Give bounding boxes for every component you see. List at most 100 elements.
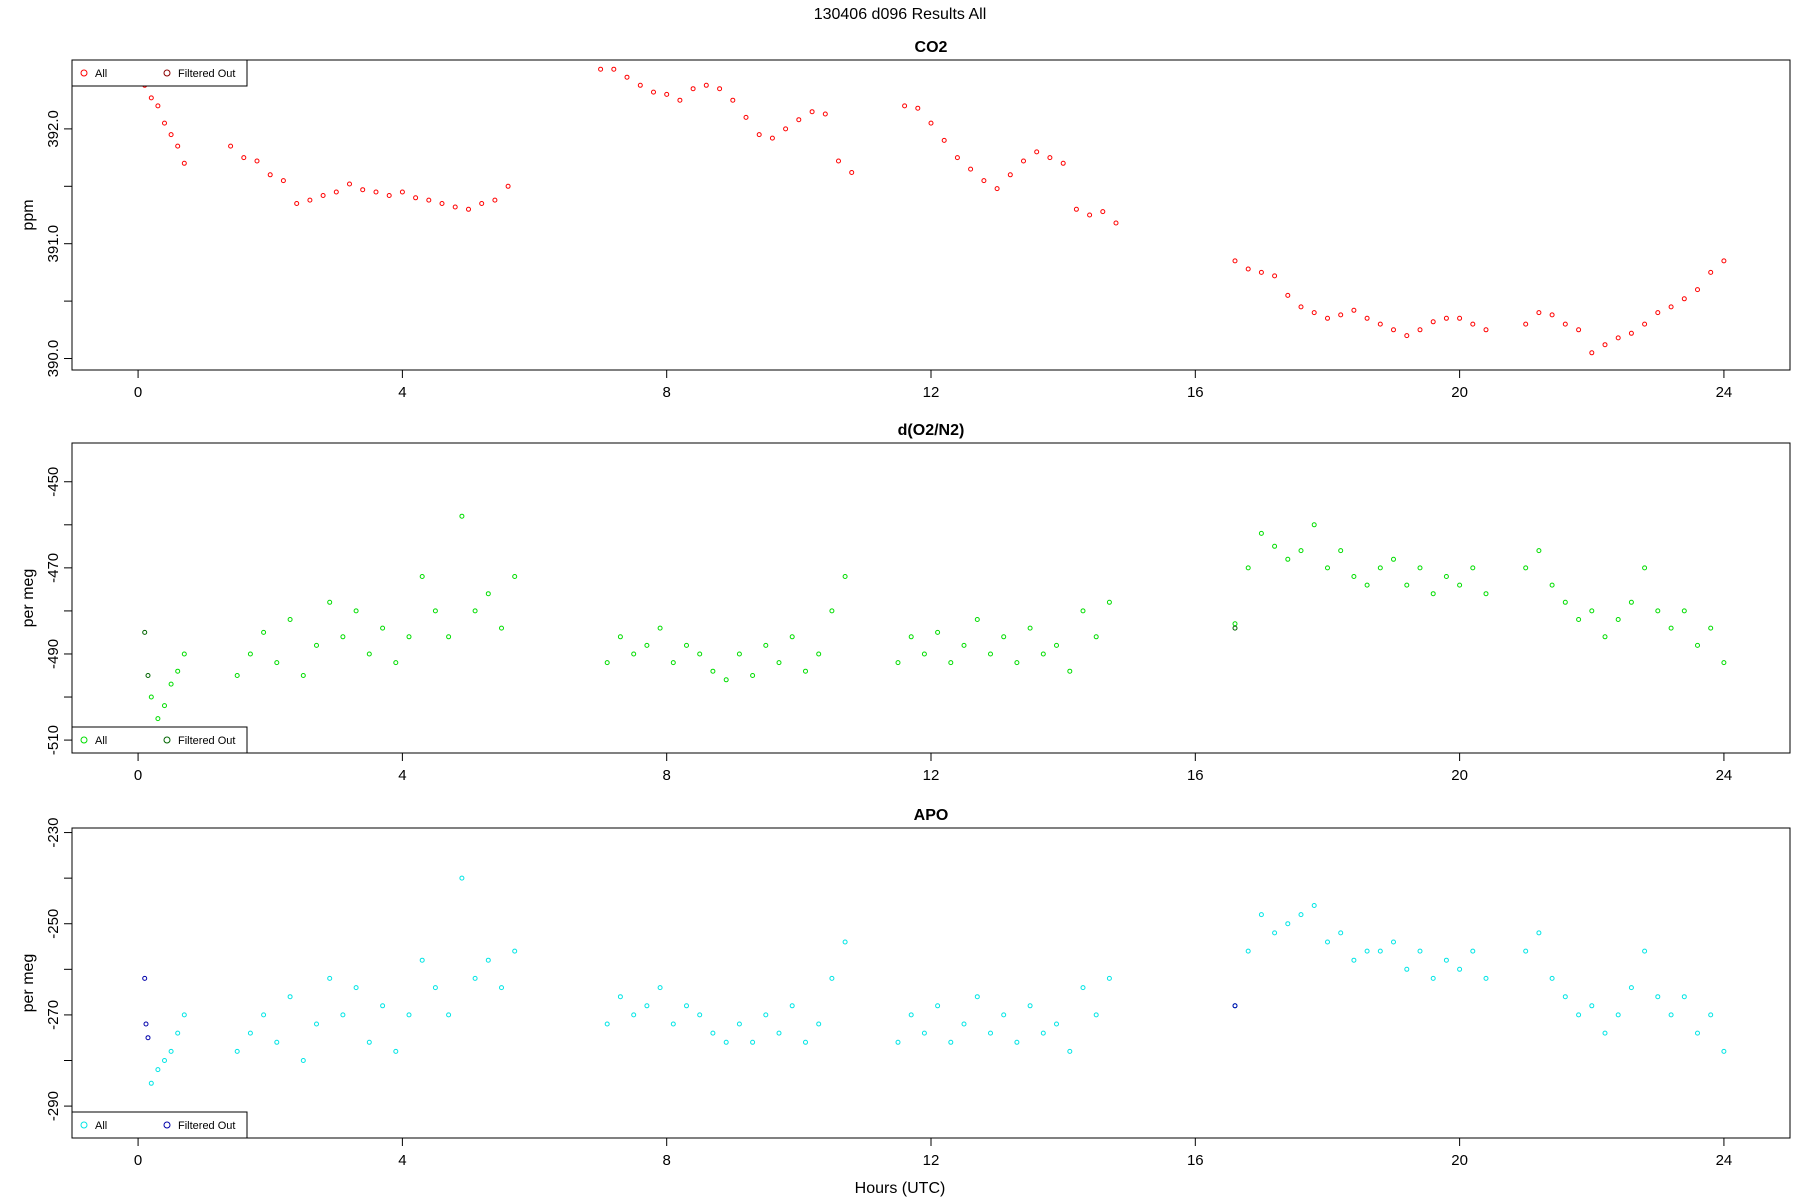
data-point [340, 634, 346, 640]
x-tick-label: 20 [1451, 384, 1468, 401]
data-point [776, 660, 782, 666]
data-point [809, 109, 815, 115]
data-point [155, 1067, 161, 1073]
data-point [710, 1030, 716, 1036]
data-point [1483, 327, 1489, 333]
data-point [148, 694, 154, 700]
data-point [723, 677, 729, 683]
data-point [1298, 304, 1304, 310]
data-point [604, 660, 610, 666]
data-point [228, 143, 234, 149]
x-tick-label: 4 [398, 767, 406, 784]
data-point [254, 158, 260, 164]
data-point [162, 1058, 167, 1063]
data-point [360, 187, 366, 193]
data-point [1404, 966, 1410, 972]
data-point [1232, 621, 1238, 627]
data-point [1377, 321, 1383, 327]
x-tick-label: 24 [1716, 384, 1733, 401]
data-point [657, 625, 663, 631]
panel-1: CO2 0 4 8 12 16 20 24 390.0 391.0 392.0 ppm All Filte… [20, 39, 1791, 401]
y-axis: 390.0 391.0 392.0 [45, 110, 72, 377]
data-point [1040, 651, 1046, 657]
data-point [1001, 634, 1007, 640]
panel-2: d(O2/N2) 0 4 8 12 16 20 24 -510 -490 -470 -450 per m… [20, 422, 1791, 784]
data-point [155, 716, 161, 722]
data-point [1073, 206, 1079, 212]
data-point [406, 1012, 412, 1018]
data-point [1106, 599, 1112, 605]
data-point [1106, 975, 1112, 981]
x-tick-label: 16 [1187, 1152, 1204, 1169]
legend-marker [163, 69, 171, 77]
data-point [287, 994, 293, 1000]
data-point [1668, 304, 1674, 310]
x-tick-label: 8 [663, 1152, 671, 1169]
x-tick-label: 0 [134, 1152, 142, 1169]
x-tick-label: 16 [1187, 767, 1204, 784]
data-point [1430, 591, 1436, 597]
data-point [1443, 574, 1449, 579]
data-point [829, 608, 835, 614]
legend-label: All [95, 735, 107, 747]
data-point [1377, 565, 1383, 571]
data-point [1258, 912, 1264, 918]
data-point [366, 651, 372, 657]
data-point [353, 985, 359, 991]
data-point [644, 1003, 650, 1009]
data-point [1576, 327, 1582, 333]
y-tick-label: 392.0 [45, 110, 62, 148]
x-tick-label: 20 [1451, 1152, 1468, 1169]
data-point [280, 178, 286, 184]
data-point [611, 66, 617, 72]
data-point [1325, 565, 1330, 571]
data-point [1655, 608, 1661, 614]
data-point [1040, 1030, 1046, 1036]
data-point [1430, 319, 1436, 325]
x-tick-label: 4 [398, 1152, 406, 1169]
data-point [1576, 617, 1582, 622]
data-point [1054, 642, 1059, 648]
data-point [300, 673, 306, 678]
data-point [1272, 273, 1278, 279]
data-point [1093, 634, 1099, 640]
data-point [485, 591, 491, 597]
data-point [1067, 668, 1073, 674]
data-point [505, 183, 511, 189]
data-point [399, 189, 405, 195]
data-point [1536, 310, 1542, 316]
data-point [670, 660, 676, 666]
data-point [419, 957, 425, 963]
data-point [617, 994, 623, 1000]
data-point [1457, 582, 1463, 588]
data-point [1351, 574, 1357, 579]
data-point [1655, 994, 1661, 1000]
data-point [1523, 321, 1529, 327]
data-point [1549, 312, 1555, 318]
y-tick-label: -230 [45, 818, 62, 848]
data-point [1232, 1003, 1238, 1009]
data-point [690, 86, 696, 92]
data-point [1430, 975, 1436, 981]
y-axis-label: per meg [20, 954, 37, 1013]
series-all [148, 875, 1727, 1086]
panel-title: CO2 [915, 39, 948, 56]
y-tick-label: -250 [45, 909, 62, 939]
data-point [703, 82, 709, 88]
data-point [1721, 1048, 1727, 1054]
data-point [604, 1021, 610, 1027]
y-tick-label: -490 [45, 639, 62, 669]
data-point [1232, 258, 1238, 264]
data-point [1351, 307, 1357, 313]
y-tick-label: -290 [45, 1091, 62, 1121]
data-point [631, 651, 637, 657]
data-point [968, 166, 974, 172]
data-point [485, 957, 491, 963]
data-point [1695, 642, 1700, 648]
data-point [664, 91, 670, 97]
data-point [776, 1030, 782, 1036]
data-point [1668, 625, 1674, 631]
data-point [789, 634, 795, 640]
x-tick-label: 0 [134, 767, 142, 784]
data-point [1483, 591, 1489, 597]
